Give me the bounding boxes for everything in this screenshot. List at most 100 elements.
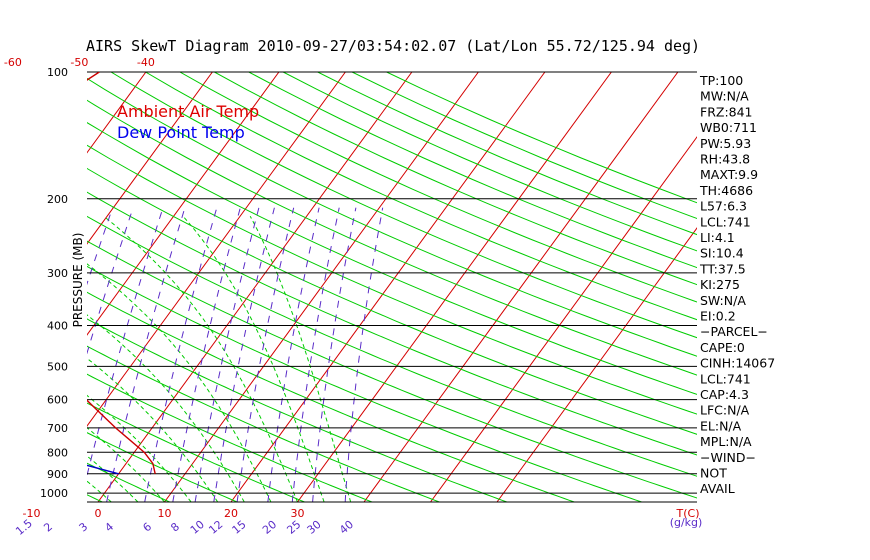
mixing-ratio-line (312, 207, 357, 502)
pressure-tick-label: 1000 (40, 487, 68, 500)
index-item: PW:5.93 (700, 136, 751, 151)
profile-layer (87, 72, 156, 475)
dry-adiabat-line (87, 318, 508, 502)
moist-adiabat-line (103, 215, 298, 502)
dry-adiabat-line (87, 240, 697, 499)
bottom-temp-tick-label: -10 (23, 507, 41, 520)
moist-adiabat-line (87, 314, 245, 502)
bottom-temp-tick-label: 10 (158, 507, 172, 520)
mixing-ratio-tick-label: 25 (284, 518, 303, 537)
isotherm-line (164, 72, 479, 502)
index-item: RH:43.8 (700, 152, 750, 167)
dry-adiabat-line (87, 122, 697, 395)
dry-adiabat-line (87, 345, 440, 502)
mixing-ratio-tick-label: 20 (260, 518, 279, 537)
isotherm-line (363, 72, 679, 502)
index-item: CAP:4.3 (700, 387, 749, 402)
moist-adiabat-line (87, 357, 219, 502)
isotherm-line (0, 72, 13, 502)
chart-title: AIRS SkewT Diagram 2010-09-27/03:54:02.0… (86, 37, 700, 55)
dry-adiabat-line (87, 99, 697, 376)
dry-adiabat-line (87, 265, 642, 502)
index-item: TP:100 (699, 73, 743, 88)
index-item: MPL:N/A (700, 434, 752, 449)
index-item: CINH:14067 (700, 356, 775, 371)
pressure-tick-label: 900 (47, 468, 68, 481)
top-temp-tick-label: -60 (4, 56, 22, 69)
index-item: SI:10.4 (700, 246, 744, 261)
moist-adiabat-line (0, 216, 32, 502)
index-item: −WIND− (700, 450, 756, 465)
index-item: TH:4686 (699, 183, 753, 198)
y-axis-label: PRESSURE (MB) (71, 233, 85, 328)
dry-adiabat-line (87, 432, 238, 502)
mixing-ratio-tick-label: 12 (206, 518, 225, 537)
isotherm-line (230, 72, 546, 502)
ambient-air-temp-line (87, 72, 156, 474)
stability-indices: TP:100MW:N/AFRZ:841WB0:711PW:5.93RH:43.8… (699, 73, 775, 496)
isotherm-line (87, 72, 280, 336)
pressure-tick-label: 800 (47, 446, 68, 459)
top-temp-tick-label: -40 (137, 56, 155, 69)
index-item: L57:6.3 (700, 199, 747, 214)
mixing-ratio-line (344, 207, 384, 502)
index-item: KI:275 (700, 277, 740, 292)
pressure-tick-label: 100 (47, 66, 68, 79)
dry-adiabat-line (87, 215, 697, 477)
mixing-ratio-tick-label: 2 (41, 520, 55, 534)
dry-adiabat-line (87, 77, 697, 357)
mixing-ratio-tick-label: 4 (102, 520, 116, 534)
isobar-layer: 100 200 300 400 500 600 700 800 900 1000 (40, 66, 697, 503)
bottom-temp-tick-label: 20 (224, 507, 238, 520)
mixing-ratio-tick-label: 3 (77, 520, 91, 534)
index-item: EI:0.2 (700, 309, 736, 324)
isotherm-line (0, 72, 79, 502)
index-item: −PARCEL− (700, 324, 768, 339)
index-item: NOT (700, 466, 727, 481)
dry-adiabat-line (87, 144, 697, 415)
isotherm-line (87, 72, 346, 427)
legend-ambient-air-temp: Ambient Air Temp (117, 102, 259, 121)
mixing-ratio-line (106, 207, 186, 502)
temp-axis-label: T(C) (676, 507, 700, 520)
dry-adiabat-line (179, 72, 697, 303)
index-item: MW:N/A (700, 89, 749, 104)
dry-adiabat-line (0, 72, 35, 502)
mixing-ratio-tick-label: 8 (168, 520, 182, 534)
pressure-tick-label: 500 (47, 360, 68, 373)
isotherm-line (297, 72, 612, 502)
dry-adiabat-line (87, 402, 305, 502)
mixing-ratio-tick-label: 6 (140, 520, 154, 534)
dry-adiabat-line (214, 72, 697, 286)
moist-adiabat-line (87, 455, 139, 502)
index-item: AVAIL (700, 481, 735, 496)
dry-adiabat-line (110, 72, 697, 339)
legend-dew-point-temp: Dew Point Temp (117, 123, 245, 142)
top-temp-tick-label: -50 (70, 56, 88, 69)
index-item: EL:N/A (700, 418, 742, 433)
index-item: SW:N/A (700, 293, 746, 308)
index-item: FRZ:841 (700, 104, 753, 119)
index-item: MAXT:9.9 (700, 167, 758, 182)
mixing-ratio-tick-label: 10 (188, 518, 207, 537)
dry-adiabat-line (248, 72, 697, 269)
dry-adiabat-line (386, 72, 697, 204)
mixing-ratio-tick-label: 40 (337, 518, 356, 537)
dry-adiabat-line (145, 72, 697, 321)
mixing-ratio-line (0, 208, 39, 502)
mixing-ratio-tick-label: 15 (230, 518, 249, 537)
mixing-ratio-line (267, 207, 320, 502)
isotherm-line (97, 72, 413, 502)
dry-adiabat-line (87, 167, 697, 435)
index-item: WB0:711 (700, 120, 757, 135)
index-item: LI:4.1 (700, 230, 735, 245)
mixing-ratio-line (172, 207, 241, 502)
dry-adiabat-line (87, 494, 103, 502)
bottom-temp-tick-label: 30 (291, 507, 305, 520)
isotherm-line (496, 227, 697, 502)
moist-adiabat-line (87, 427, 165, 502)
isotherm-line (87, 72, 147, 154)
pressure-tick-label: 700 (47, 422, 68, 435)
pressure-tick-label: 600 (47, 394, 68, 407)
grid-layer (0, 72, 697, 502)
